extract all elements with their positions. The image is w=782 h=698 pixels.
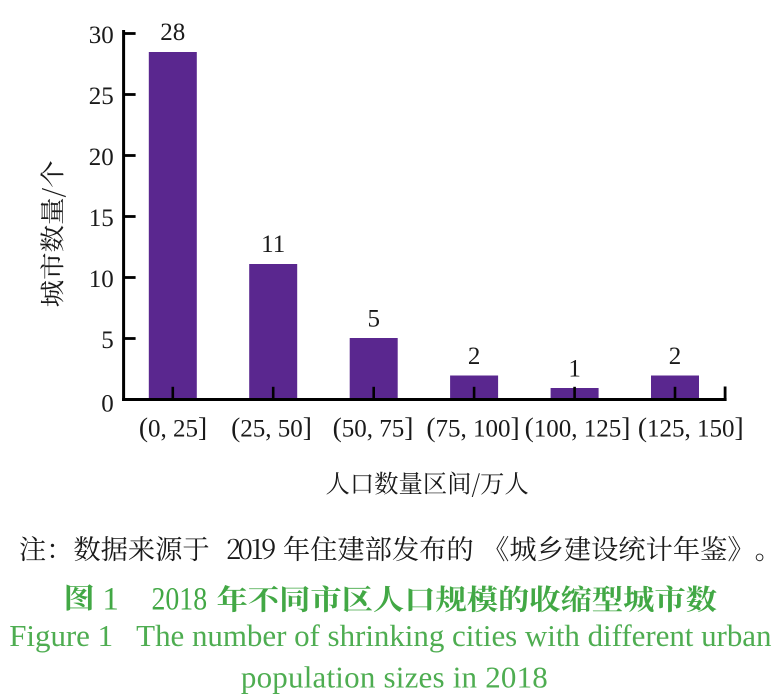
svg-text:2018: 2018 [152, 582, 208, 618]
svg-text:30: 30 [89, 22, 114, 49]
svg-text:(125, 150]: (125, 150] [638, 412, 744, 443]
svg-text:28: 28 [160, 19, 185, 46]
svg-text:(25, 50]: (25, 50] [231, 412, 312, 443]
svg-text:(75, 100]: (75, 100] [426, 412, 519, 443]
svg-text:1: 1 [102, 582, 119, 618]
svg-text:5: 5 [101, 327, 114, 354]
svg-text:Figure 1 The number of shrin: Figure 1 The number of shrinking cities … [9, 618, 772, 653]
svg-text:1: 1 [568, 356, 581, 383]
svg-text:20: 20 [89, 144, 114, 171]
svg-text:5: 5 [367, 306, 380, 333]
svg-text:10: 10 [89, 266, 114, 293]
svg-text:(0, 25]: (0, 25] [139, 412, 207, 443]
svg-text:(50, 75]: (50, 75] [333, 412, 414, 443]
svg-text:0: 0 [101, 390, 114, 417]
svg-text:25: 25 [89, 83, 114, 110]
svg-text:2: 2 [669, 343, 682, 370]
svg-text:population sizes in 2018: population sizes in 2018 [241, 660, 548, 695]
svg-text:2: 2 [468, 343, 481, 370]
svg-text:11: 11 [261, 231, 285, 258]
svg-text:15: 15 [89, 205, 114, 232]
svg-text:(100, 125]: (100, 125] [525, 412, 631, 443]
